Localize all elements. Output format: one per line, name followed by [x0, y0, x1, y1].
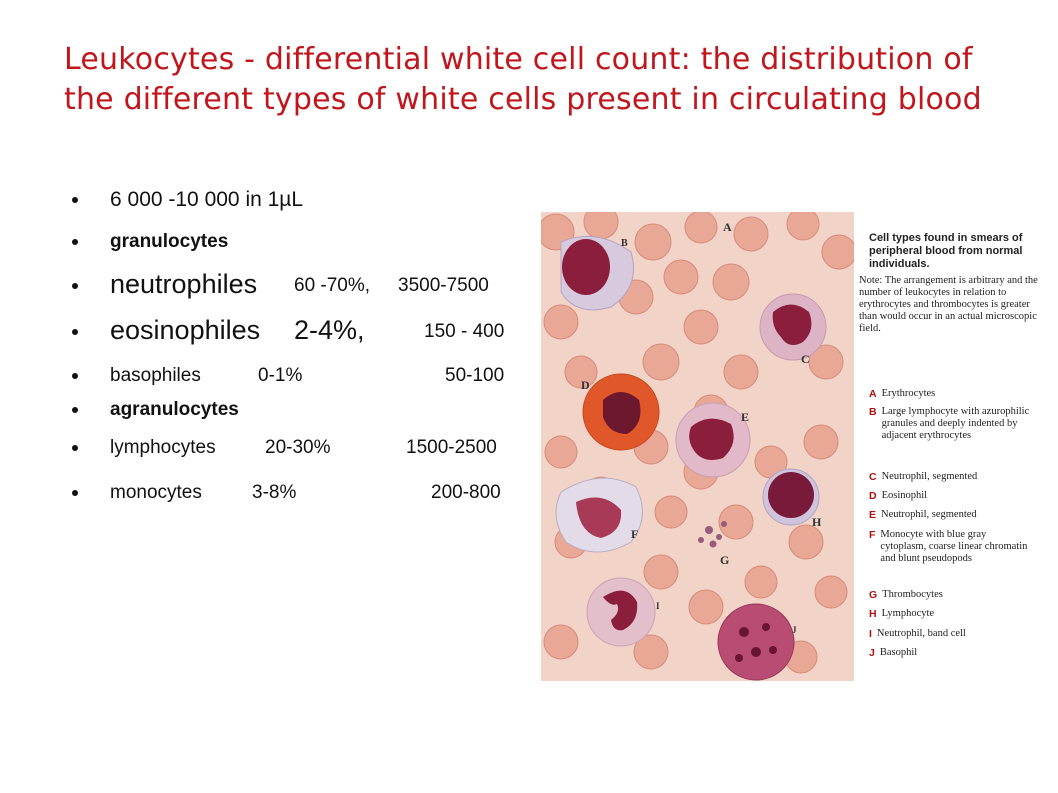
bullet-count: 150 - 400	[424, 321, 505, 342]
cell-C-neutrophil	[759, 293, 827, 361]
legend-text: Monocyte with blue gray cytoplasm, coars…	[880, 529, 1028, 564]
legend-letter: G	[869, 589, 878, 601]
cell-J-basophil	[717, 603, 795, 681]
legend-item-i: I Neutrophil, band cell	[869, 628, 1049, 641]
legend-letter: J	[869, 647, 875, 659]
legend-item-a: A Erythrocytes	[869, 388, 1049, 401]
cell-letter: B	[621, 238, 628, 249]
legend-text: Neutrophil, segmented	[881, 509, 977, 520]
cell-letter-labels: A B C D E F G H I J	[581, 220, 822, 635]
legend-text: Neutrophil, band cell	[876, 628, 966, 639]
figure-legend: Cell types found in smears of peripheral…	[859, 232, 1049, 659]
cell-letter: D	[581, 378, 590, 392]
legend-text: Lymphocyte	[881, 608, 935, 619]
legend-letter: D	[869, 490, 877, 502]
bullet-label: 6 000 -10 000 in 1µL	[110, 188, 304, 211]
legend-text: Eosinophil	[881, 490, 928, 501]
legend-text: Neutrophil, segmented	[881, 471, 978, 482]
cell-B-lymphocyte	[560, 235, 634, 311]
legend-text: Thrombocytes	[882, 589, 943, 600]
slide-title: Leukocytes - differential white cell cou…	[64, 42, 982, 117]
legend-item-h: H Lymphocyte	[869, 608, 1049, 621]
cell-letter: A	[723, 220, 732, 234]
bullet-percent: 60 -70%,	[294, 275, 371, 296]
legend-text: Erythrocytes	[881, 388, 936, 399]
cell-letter: F	[631, 527, 638, 541]
legend-letter: I	[869, 628, 872, 640]
cell-letter: H	[812, 515, 822, 529]
legend-letter: A	[869, 388, 877, 400]
legend-item-f: F Monocyte with blue gray cytoplasm, coar…	[869, 529, 1049, 565]
legend-letter: B	[869, 406, 877, 418]
cell-F-monocyte	[555, 477, 643, 553]
cell-letter: E	[741, 410, 749, 424]
cell-letter: G	[720, 553, 729, 567]
bullet-label: granulocytes	[110, 231, 229, 252]
cell-D-eosinophil	[582, 373, 660, 451]
legend-item-c: C Neutrophil, segmented	[869, 471, 1049, 484]
bullet-count: 3500-7500	[398, 275, 489, 296]
bullet-label: eosinophiles	[110, 315, 261, 345]
legend-note: Note: The arrangement is arbitrary and t…	[859, 275, 1038, 334]
blood-smear-illustration: A B C D E F G H I J	[541, 212, 854, 681]
cell-H-lymphocyte	[762, 468, 820, 526]
bullet-count: 1500-2500	[406, 437, 497, 458]
bullet-percent: 2-4%,	[294, 315, 365, 345]
bullet-label: monocytes	[110, 482, 202, 503]
legend-letter: F	[869, 529, 876, 541]
legend-item-d: D Eosinophil	[869, 490, 1049, 503]
legend-letter: C	[869, 471, 877, 483]
bullet-label: agranulocytes	[110, 399, 239, 420]
cell-letter: C	[801, 352, 810, 366]
legend-letter: H	[869, 608, 877, 620]
legend-text: Large lymphocyte with azurophilic granul…	[881, 406, 1030, 441]
legend-heading: Cell types found in smears of peripheral…	[869, 232, 1023, 270]
legend-text: Basophil	[879, 647, 918, 658]
bullet-label: neutrophiles	[110, 269, 258, 299]
cell-letter: I	[656, 601, 660, 611]
cell-letter: J	[792, 625, 797, 635]
legend-letter: E	[869, 509, 877, 521]
bullet-count: 200-800	[431, 482, 501, 503]
blood-smear-drawing: A B C D E F G H I J	[541, 212, 854, 681]
bullet-label: lymphocytes	[110, 437, 216, 458]
legend-item-g: G Thrombocytes	[869, 589, 1049, 602]
legend-item-e: E Neutrophil, segmented	[869, 509, 1049, 522]
cell-G-thrombocytes	[698, 521, 727, 548]
cell-E-neutrophil	[675, 402, 751, 478]
bullet-percent: 20-30%	[265, 437, 331, 458]
bullet-percent: 3-8%	[252, 482, 297, 503]
legend-item-j: J Basophil	[869, 647, 1049, 660]
bullet-count: 50-100	[445, 365, 505, 386]
legend-item-b: B Large lymphocyte with azurophilic granu…	[869, 406, 1049, 442]
bullet-percent: 0-1%	[258, 365, 303, 386]
cell-I-band-neutrophil	[586, 577, 656, 647]
bullet-label: basophiles	[110, 365, 201, 386]
